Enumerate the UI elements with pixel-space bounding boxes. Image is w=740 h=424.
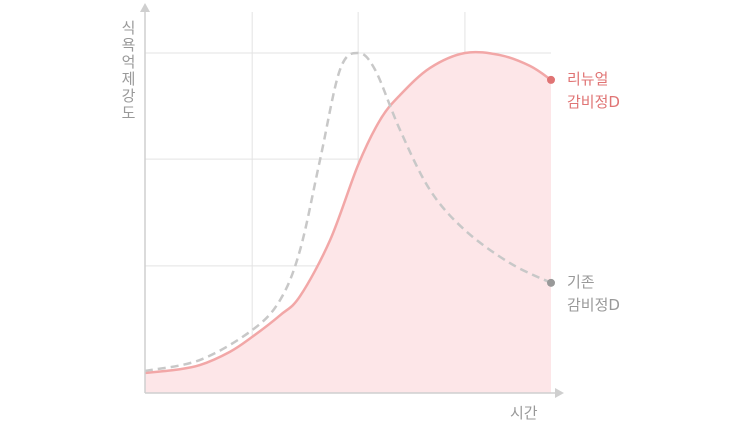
end-dot <box>547 278 555 287</box>
end-dot <box>547 75 555 84</box>
area <box>145 52 551 393</box>
y-axis-label: 식욕억제강도 <box>119 20 137 122</box>
legend-label: 기존 감비정D <box>567 272 620 314</box>
legend-label: 리뉴얼 감비정D <box>567 69 620 111</box>
y-axis-arrow <box>140 3 150 12</box>
line <box>144 50 552 375</box>
x-axis-label: 시간 <box>510 404 538 422</box>
x-axis-arrow <box>555 388 564 398</box>
